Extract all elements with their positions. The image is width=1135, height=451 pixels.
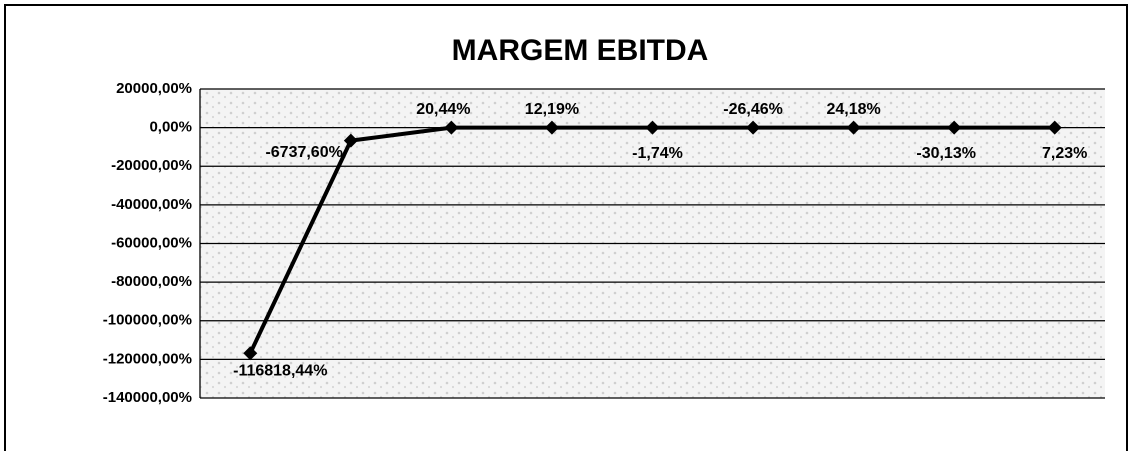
data-label: -6737,60%	[265, 144, 342, 161]
y-tick-label: 20000,00%	[116, 80, 192, 97]
marker	[645, 120, 660, 135]
y-tick-label: -80000,00%	[111, 273, 192, 290]
y-tick-label: -40000,00%	[111, 196, 192, 213]
data-label: 12,19%	[525, 101, 579, 118]
y-tick-label: -20000,00%	[111, 157, 192, 174]
marker	[343, 133, 358, 148]
y-tick-label: 0,00%	[149, 119, 192, 136]
data-label: 7,23%	[1042, 145, 1087, 162]
data-label: -30,13%	[916, 145, 976, 162]
marker	[1047, 120, 1062, 135]
chart-title: MARGEM EBITDA	[452, 34, 709, 67]
marker	[243, 346, 258, 361]
marker	[746, 120, 761, 135]
data-label: 20,44%	[416, 101, 470, 118]
data-label: -26,46%	[723, 101, 783, 118]
marker	[444, 120, 459, 135]
data-label: -1,74%	[632, 145, 683, 162]
data-label: 24,18%	[826, 101, 880, 118]
marker	[544, 120, 559, 135]
marker	[947, 120, 962, 135]
y-tick-label: -60000,00%	[111, 234, 192, 251]
y-tick-label: -140000,00%	[103, 389, 192, 406]
marker	[846, 120, 861, 135]
y-tick-label: -100000,00%	[103, 312, 192, 329]
data-label: -116818,44%	[233, 362, 327, 379]
y-tick-label: -120000,00%	[103, 350, 192, 367]
